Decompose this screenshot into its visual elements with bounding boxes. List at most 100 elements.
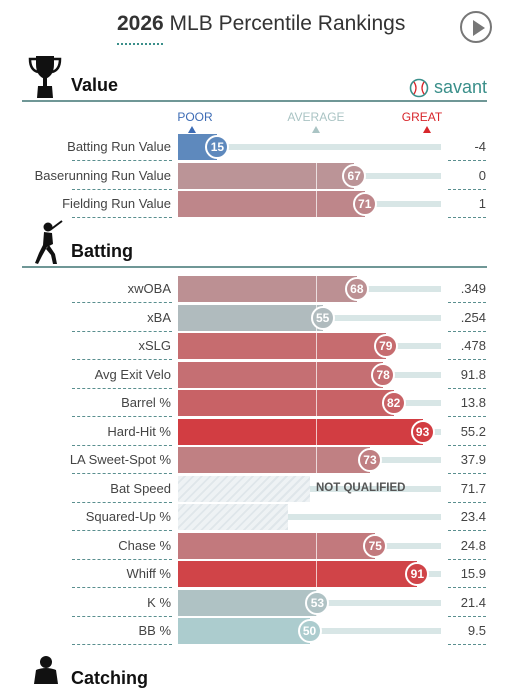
section-rule [22, 266, 487, 268]
percentile-bar [178, 618, 310, 644]
percentile-bar [178, 162, 355, 189]
metric-row[interactable]: Hard-Hit % 93 55.2 [0, 417, 505, 446]
metric-label: Hard-Hit % [107, 423, 171, 439]
average-line [316, 446, 317, 474]
row-divider [72, 644, 172, 645]
row-divider [72, 188, 172, 190]
metric-row[interactable]: xBA 55 .254 [0, 303, 505, 332]
scale-great: GREAT [401, 110, 443, 124]
metric-row[interactable]: Bat Speed NOT QUALIFIED 71.7 [0, 475, 505, 503]
percentile-badge: 53 [305, 590, 330, 615]
row-divider [448, 359, 486, 360]
metric-value: 23.4 [460, 509, 486, 524]
scale-poor: POOR [177, 110, 213, 124]
average-line [316, 275, 317, 303]
percentile-bar [178, 304, 323, 331]
percentile-badge: 93 [410, 419, 435, 444]
metric-label: Barrel % [121, 395, 171, 410]
metric-label: Batting Run Value [67, 139, 171, 154]
row-divider [448, 558, 486, 560]
percentile-badge: 50 [297, 619, 322, 643]
metric-row[interactable]: xSLG 79 .478 [0, 332, 505, 360]
row-divider [448, 501, 486, 503]
savant-logo: savant [409, 77, 487, 98]
metric-row[interactable]: LA Sweet-Spot % 73 37.9 [0, 446, 505, 474]
percentile-bar [178, 561, 418, 587]
row-divider [72, 501, 172, 503]
metric-label: Avg Exit Velo [94, 366, 171, 382]
row-divider [448, 160, 486, 161]
metric-row[interactable]: Barrel % 82 13.8 [0, 389, 505, 417]
metric-row[interactable]: Baserunning Run Value 67 0 [0, 161, 505, 190]
header: 2026 MLB Percentile Rankings [0, 0, 505, 56]
section-batting: Batting [22, 220, 487, 268]
percentile-bar [178, 276, 357, 302]
metric-row[interactable]: K % 53 21.4 [0, 588, 505, 617]
metric-row[interactable]: Squared-Up % 23.4 [0, 503, 505, 531]
scale-average: AVERAGE [287, 110, 345, 124]
metric-row[interactable]: Chase % 75 24.8 [0, 531, 505, 560]
metric-value: 1 [478, 196, 486, 211]
metric-value: 9.5 [467, 623, 486, 638]
percentile-bar [178, 333, 386, 359]
metric-value: 15.9 [460, 566, 486, 581]
row-divider [72, 558, 172, 560]
metric-label: K % [147, 594, 171, 610]
savant-text: savant [433, 77, 487, 97]
title-underline [117, 43, 163, 45]
baseball-icon [409, 78, 429, 97]
play-icon [473, 20, 485, 36]
metric-value: .254 [460, 309, 486, 325]
metric-value: 91.8 [460, 366, 486, 382]
poor-arrow-icon [188, 126, 196, 133]
percentile-track [178, 514, 441, 520]
section-value: Value savant [22, 56, 487, 102]
average-line [316, 332, 317, 360]
percentile-bar [178, 532, 376, 559]
row-divider [448, 387, 486, 389]
metric-label: BB % [138, 623, 171, 638]
row-divider [72, 302, 172, 303]
metric-row[interactable]: Fielding Run Value 71 1 [0, 190, 505, 218]
percentile-badge: 73 [357, 448, 382, 472]
row-divider [72, 587, 172, 588]
percentile-badge: 91 [405, 562, 430, 586]
metric-label: Baserunning Run Value [34, 167, 171, 183]
play-button[interactable] [460, 11, 492, 43]
metric-value: 24.8 [460, 537, 486, 553]
percentile-bar [178, 447, 370, 473]
metric-row[interactable]: Batting Run Value 15 -4 [0, 133, 505, 161]
percentile-bar [178, 361, 384, 388]
page-title: 2026 MLB Percentile Rankings [117, 12, 405, 36]
average-line [316, 417, 317, 446]
percentile-badge: 67 [342, 163, 367, 188]
percentile-bar [178, 390, 394, 416]
not-qualified-bar [178, 475, 310, 502]
percentile-badge: 82 [381, 391, 406, 415]
average-line [316, 360, 317, 389]
metric-row[interactable]: BB % 50 9.5 [0, 617, 505, 645]
catcher-icon [34, 656, 58, 684]
metric-row[interactable]: Whiff % 91 15.9 [0, 560, 505, 588]
metric-row[interactable]: xwOBA 68 .349 [0, 275, 505, 303]
row-divider [72, 530, 172, 531]
metric-label: Chase % [118, 537, 171, 553]
great-arrow-icon [423, 126, 431, 133]
section-catching: Catching [22, 650, 487, 696]
percentile-badge: 55 [310, 305, 335, 330]
row-divider [448, 530, 486, 531]
percentile-bar [178, 191, 365, 217]
row-divider [448, 644, 486, 645]
percentile-badge: 79 [373, 334, 398, 358]
metric-label: xwOBA [127, 281, 171, 296]
row-divider [72, 387, 172, 389]
percentile-bar [178, 418, 423, 445]
average-line [316, 161, 317, 190]
metric-row[interactable]: Avg Exit Velo 78 91.8 [0, 360, 505, 389]
average-line [316, 190, 317, 218]
section-label: Value [71, 75, 119, 95]
section-label: Batting [71, 241, 133, 261]
row-divider [448, 615, 486, 617]
trophy-icon [28, 56, 62, 98]
row-divider [72, 160, 172, 161]
